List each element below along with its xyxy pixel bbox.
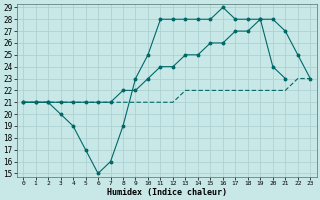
X-axis label: Humidex (Indice chaleur): Humidex (Indice chaleur) bbox=[107, 188, 227, 197]
